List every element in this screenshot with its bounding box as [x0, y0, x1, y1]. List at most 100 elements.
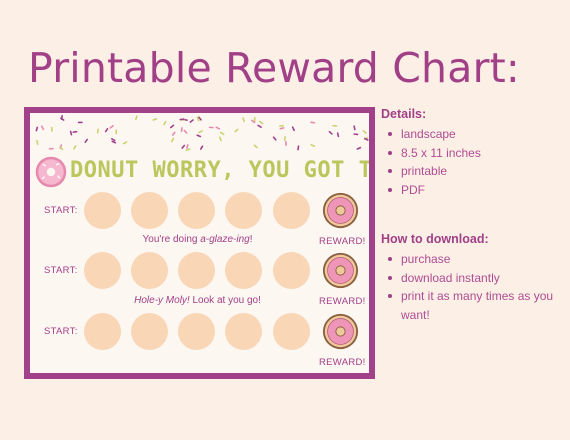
reward-donut-icon — [322, 252, 359, 289]
sprinkle — [279, 127, 285, 130]
sticker-circle[interactable] — [84, 313, 121, 350]
sprinkle — [278, 124, 284, 127]
download-section: How to download: purchase download insta… — [381, 232, 570, 324]
reward-label: REWARD! — [319, 296, 366, 307]
sprinkle — [332, 124, 338, 127]
sticker-circle[interactable] — [84, 192, 121, 229]
sprinkle — [59, 146, 64, 151]
details-list: landscape 8.5 x 11 inches printable PDF — [381, 125, 570, 199]
sprinkle — [219, 136, 222, 142]
sprinkle — [198, 130, 203, 134]
sprinkle — [353, 125, 356, 131]
sprinkle — [198, 116, 202, 121]
sprinkle — [152, 118, 158, 121]
sticker-circle[interactable] — [131, 252, 168, 289]
sprinkle — [104, 127, 109, 133]
sprinkle — [171, 131, 176, 136]
sticker-circle[interactable] — [178, 192, 215, 229]
encouragement-text: You're doing a-glaze-ing! — [142, 234, 253, 245]
sprinkle — [336, 132, 340, 138]
sprinkle — [353, 133, 359, 136]
sprinkle — [310, 121, 316, 124]
sprinkle — [181, 144, 186, 149]
sprinkle — [291, 126, 295, 132]
sprinkle — [186, 144, 189, 149]
sticker-circle[interactable] — [225, 192, 262, 229]
details-heading: Details: — [381, 107, 427, 121]
sprinkle — [219, 131, 225, 136]
sprinkle — [356, 146, 362, 150]
sprinkle — [196, 134, 202, 138]
sprinkle — [328, 130, 333, 135]
download-heading: How to download: — [381, 232, 489, 246]
list-item: print it as many times as you want! — [381, 287, 570, 324]
sprinkle — [310, 143, 316, 148]
sprinkle — [135, 115, 138, 121]
download-list: purchase download instantly print it as … — [381, 250, 570, 324]
row-start-label: START: — [44, 326, 78, 337]
reward-label: REWARD! — [319, 357, 366, 368]
list-item: landscape — [381, 125, 570, 144]
sticker-circle[interactable] — [131, 313, 168, 350]
sprinkle — [242, 117, 245, 123]
sticker-circle[interactable] — [131, 192, 168, 229]
sprinkle — [72, 130, 78, 133]
sprinkle — [208, 126, 214, 129]
sprinkle — [109, 125, 114, 129]
sprinkle — [253, 144, 258, 149]
sticker-circle[interactable] — [225, 252, 262, 289]
sprinkle — [297, 145, 300, 151]
sprinkle — [259, 120, 264, 125]
list-item: purchase — [381, 250, 570, 269]
reward-chart-sheet: DONUT WORRY, YOU GOT THIS! START: REWARD… — [30, 113, 369, 373]
sprinkle — [189, 119, 194, 123]
sprinkle — [170, 124, 175, 129]
sprinkle — [60, 117, 65, 121]
sprinkle — [96, 128, 99, 134]
sprinkle — [183, 129, 188, 134]
sprinkle — [163, 120, 167, 126]
sprinkle — [199, 145, 204, 150]
reward-label: REWARD! — [319, 236, 366, 247]
reward-donut-icon — [322, 192, 359, 229]
reward-donut-icon — [322, 313, 359, 350]
sprinkle — [251, 119, 256, 124]
sprinkles-decoration — [35, 115, 369, 152]
sprinkle — [115, 129, 118, 135]
sprinkle — [48, 147, 54, 150]
sprinkle — [272, 136, 277, 141]
donut-icon — [35, 156, 67, 188]
sprinkle — [171, 137, 175, 143]
list-item: 8.5 x 11 inches — [381, 144, 570, 163]
sticker-circle[interactable] — [178, 252, 215, 289]
sticker-circle[interactable] — [273, 192, 310, 229]
sprinkle — [215, 126, 221, 130]
sprinkle — [362, 130, 367, 134]
sprinkle — [41, 125, 45, 131]
sprinkle — [196, 116, 200, 122]
row-start-label: START: — [44, 205, 78, 216]
sprinkle — [180, 127, 183, 133]
row-start-label: START: — [44, 265, 78, 276]
chart-heading: DONUT WORRY, YOU GOT THIS! — [70, 158, 369, 183]
sprinkle — [110, 138, 116, 142]
sprinkle — [285, 140, 287, 146]
sticker-circle[interactable] — [178, 313, 215, 350]
sticker-circle[interactable] — [273, 252, 310, 289]
sprinkle — [185, 148, 191, 152]
sprinkle — [84, 138, 89, 144]
sprinkle — [69, 130, 73, 136]
sprinkle — [253, 116, 256, 122]
list-item: download instantly — [381, 269, 570, 288]
sprinkle — [364, 137, 369, 141]
list-item: PDF — [381, 181, 570, 200]
sprinkle — [234, 128, 239, 133]
sprinkle — [77, 121, 83, 124]
list-item: printable — [381, 162, 570, 181]
sticker-circle[interactable] — [225, 313, 262, 350]
sprinkle — [257, 124, 262, 129]
sprinkle — [36, 140, 39, 145]
sprinkle — [73, 145, 77, 150]
sticker-circle[interactable] — [273, 313, 310, 350]
sticker-circle[interactable] — [84, 252, 121, 289]
